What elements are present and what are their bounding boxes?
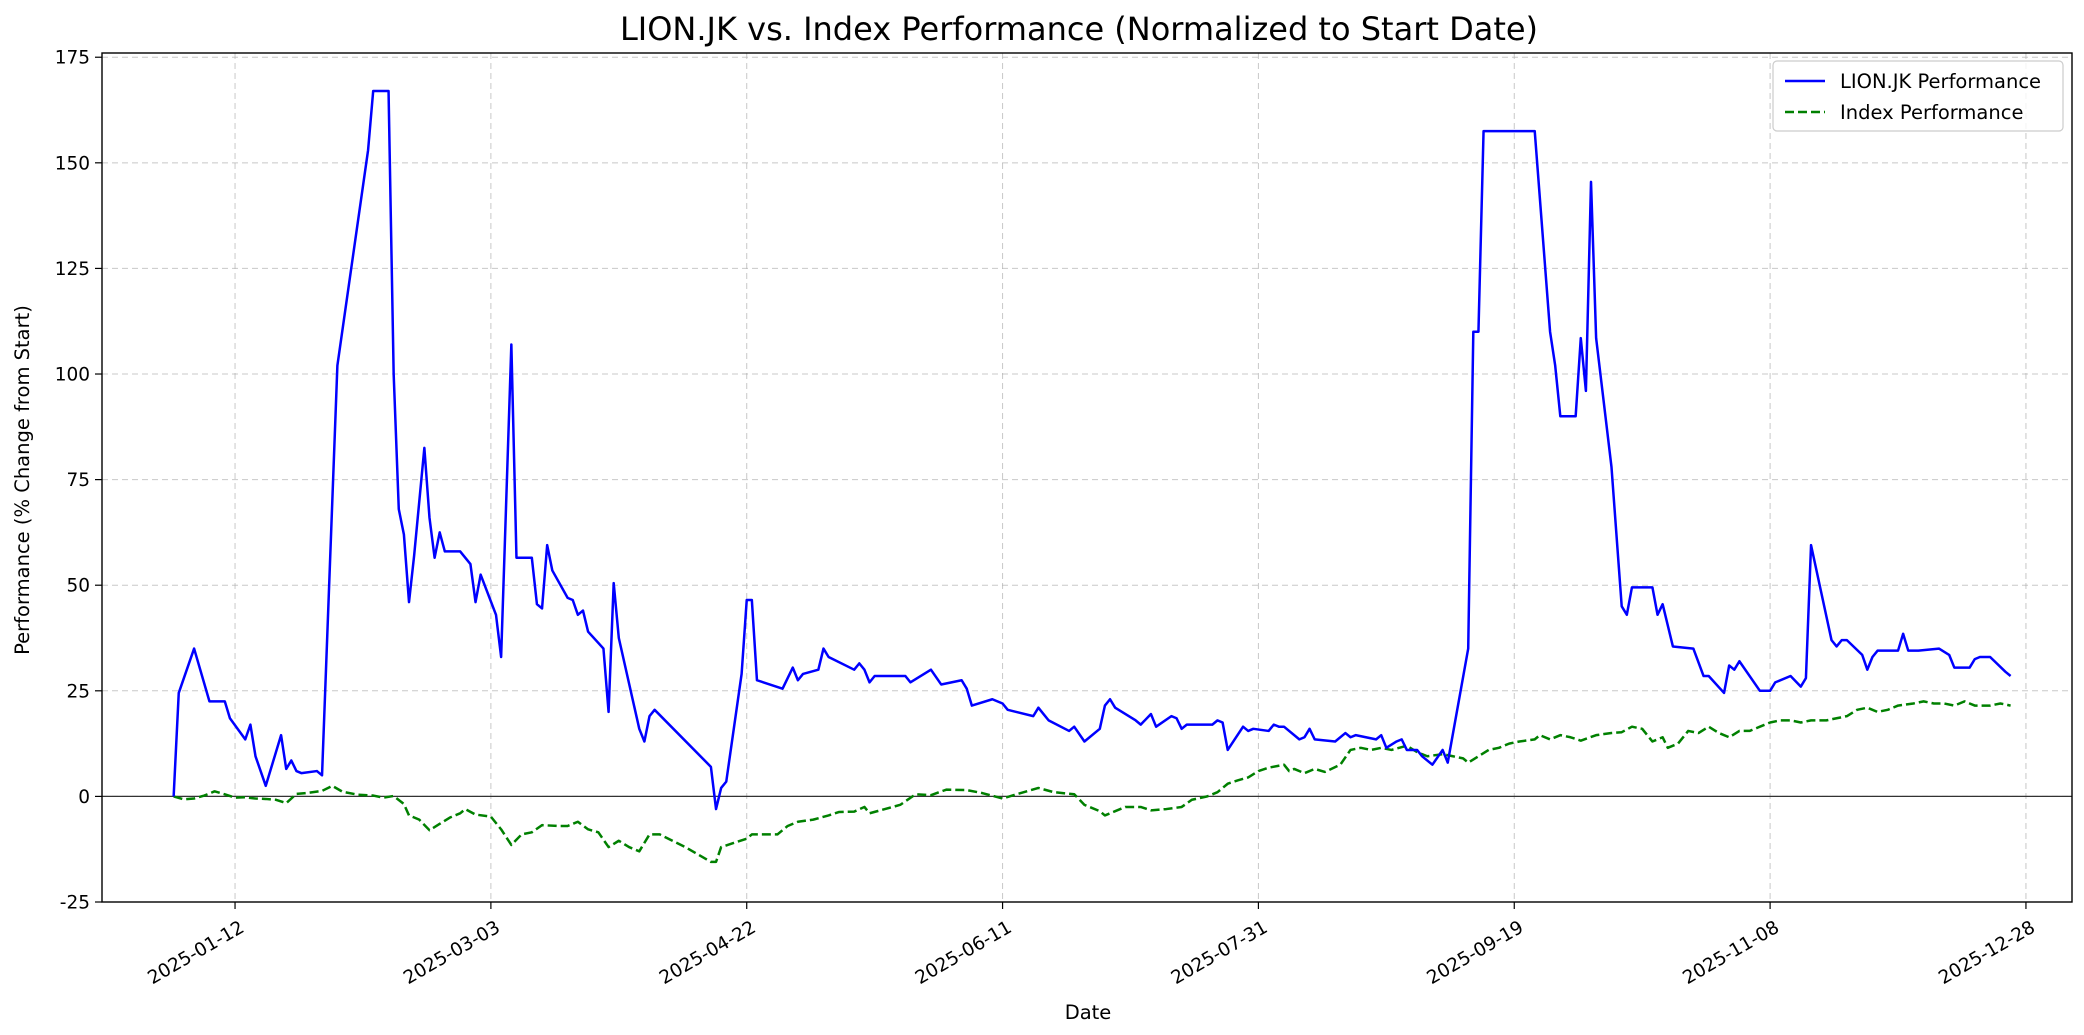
legend: LION.JK Performance Index Performance <box>1772 60 2064 132</box>
legend-label-index: Index Performance <box>1840 101 2023 124</box>
chart-title: LION.JK vs. Index Performance (Normalize… <box>620 10 1538 48</box>
legend-box <box>1772 60 2064 132</box>
y-tick-label: 175 <box>55 48 90 69</box>
y-axis-label: Performance (% Change from Start) <box>11 305 34 655</box>
lion-performance-line <box>172 89 2012 811</box>
y-tick-label: 150 <box>55 153 90 174</box>
y-tick-label: 100 <box>55 365 90 386</box>
plot-area-frame <box>101 52 2073 903</box>
x-axis-label: Date <box>1065 1001 1112 1024</box>
y-tick-label: 125 <box>55 259 90 280</box>
y-tick-label: 0 <box>78 787 90 808</box>
series-layer <box>172 89 2012 864</box>
index-performance-line <box>173 700 2011 864</box>
y-axis-ticks: -25 0 25 50 75 100 125 150 175 <box>55 48 102 914</box>
y-tick-label: 75 <box>66 470 90 491</box>
y-tick-label: 25 <box>66 681 90 702</box>
y-tick-label: -25 <box>60 893 90 914</box>
legend-label-lion: LION.JK Performance <box>1840 70 2041 93</box>
y-tick-label: 50 <box>66 576 90 597</box>
